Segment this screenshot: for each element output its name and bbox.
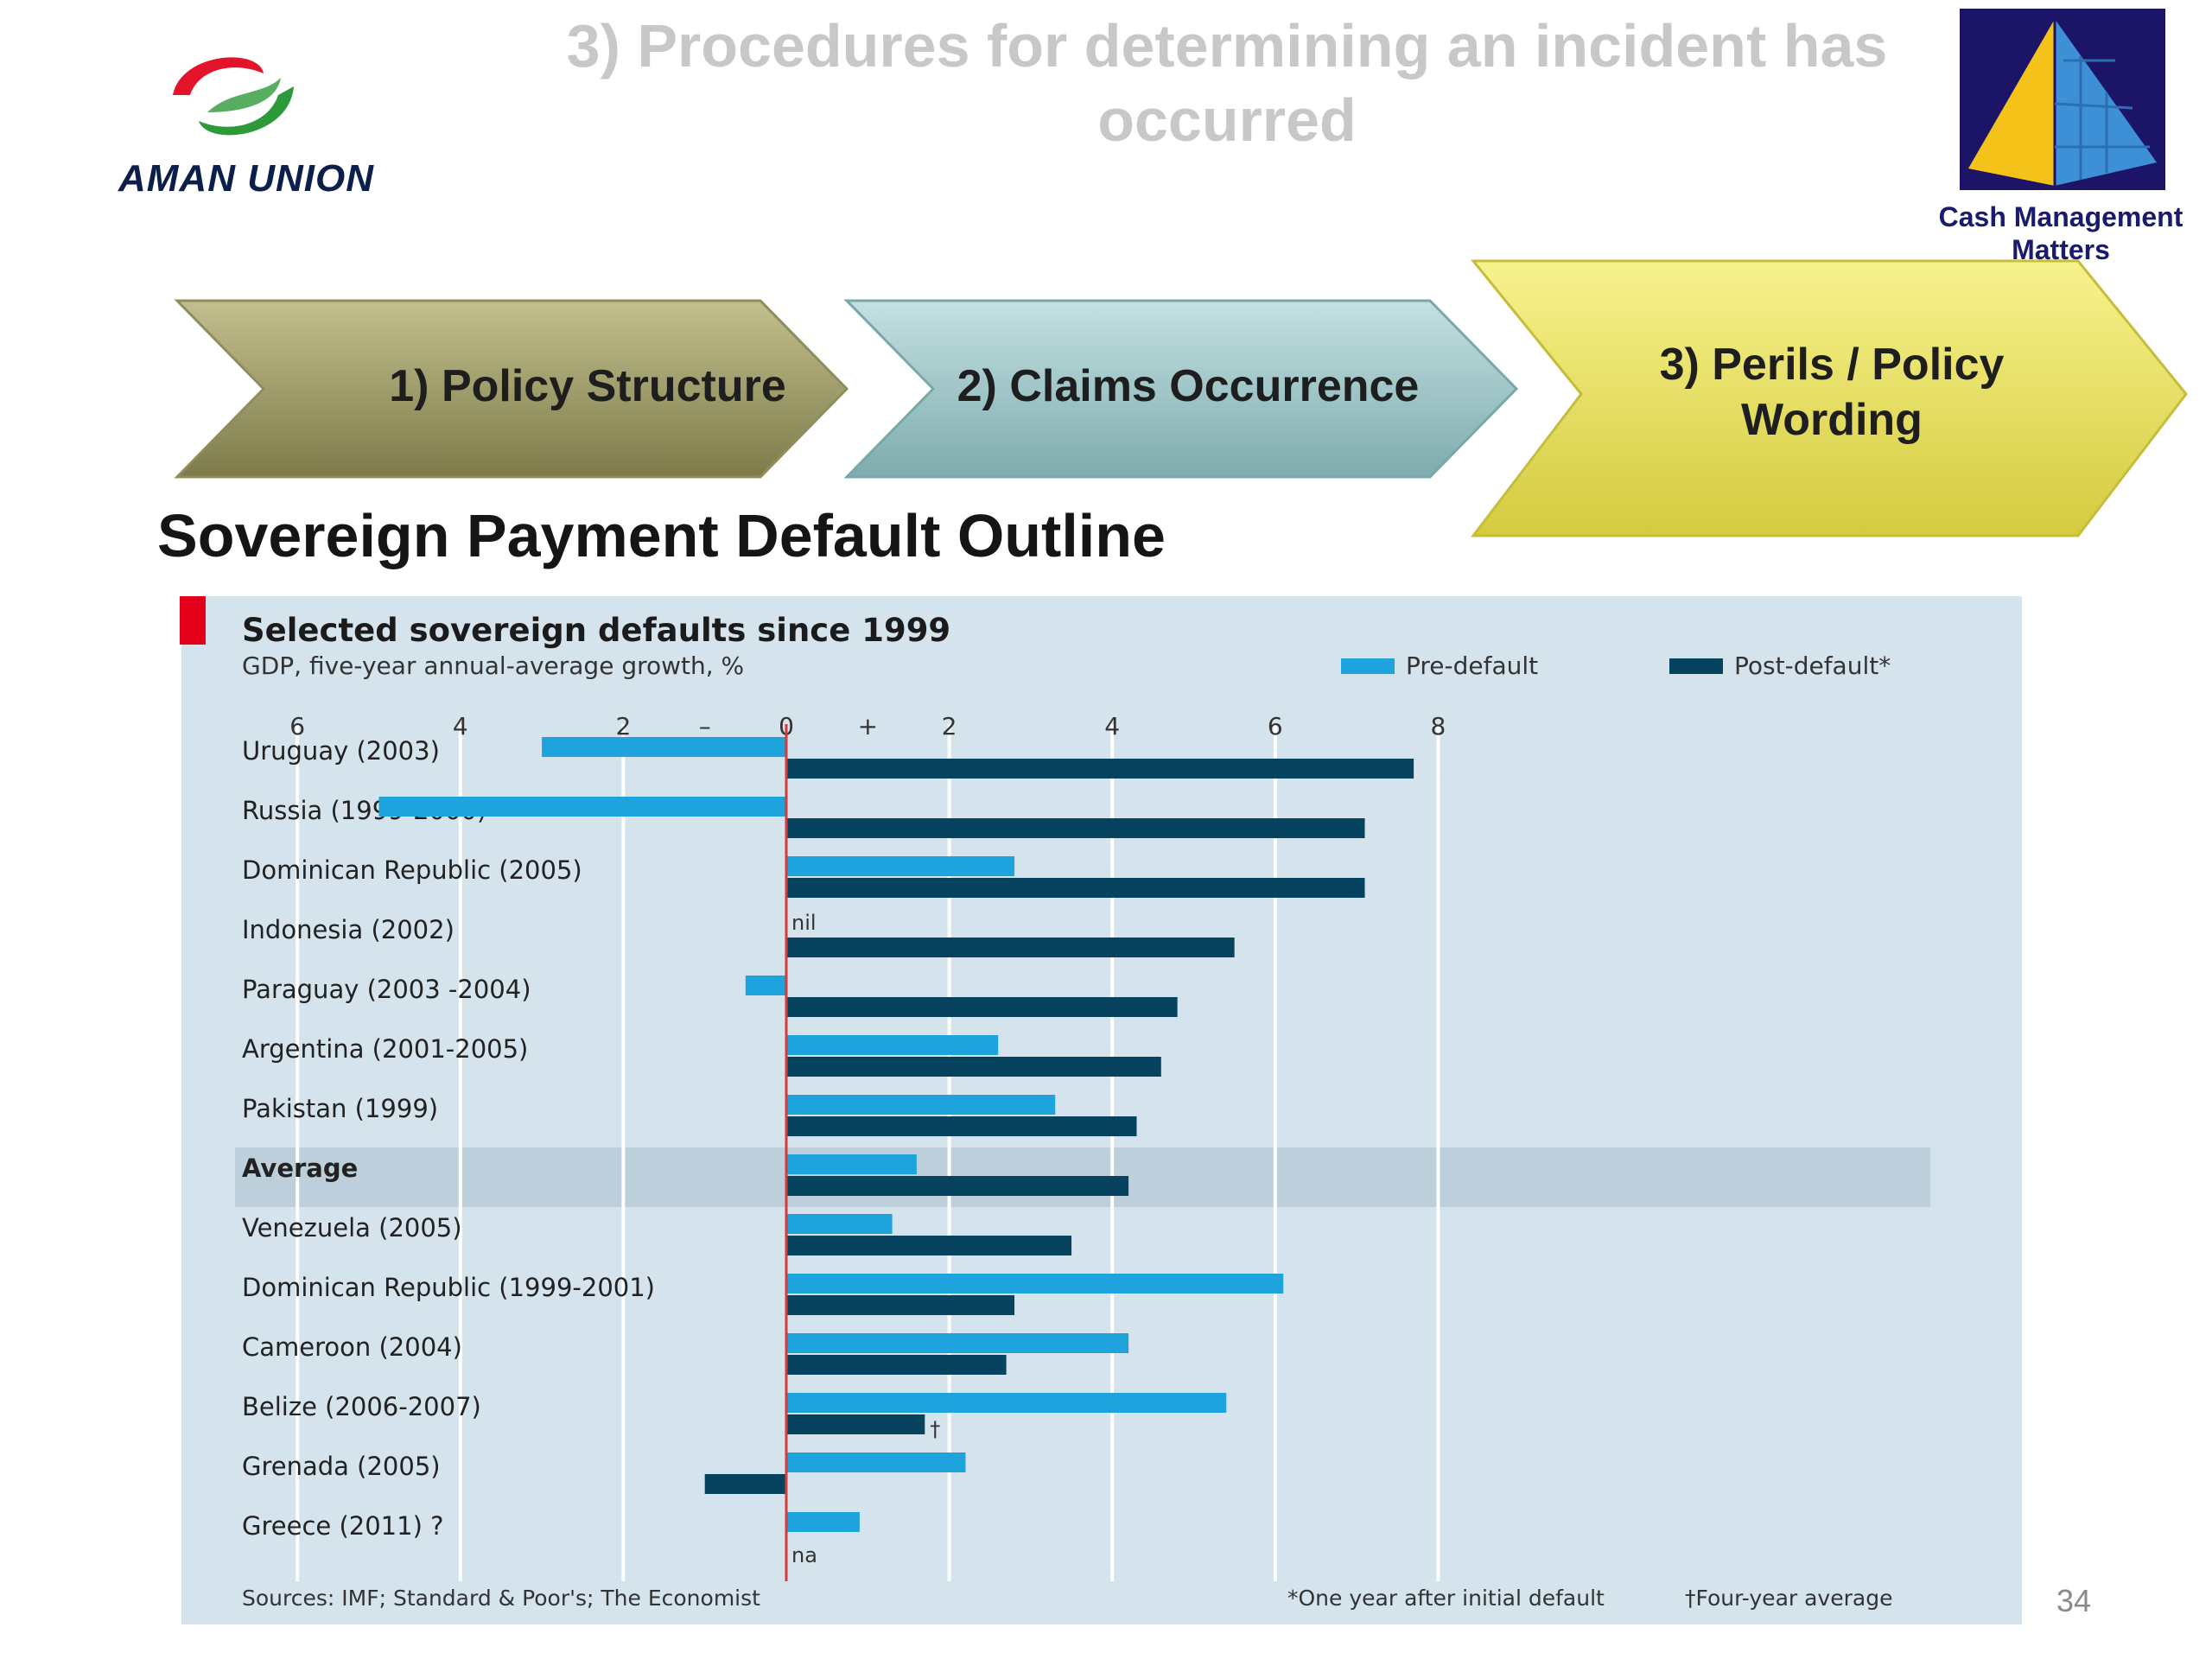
category-label: Dominican Republic (2005): [242, 855, 582, 885]
section-title: Sovereign Payment Default Outline: [157, 502, 1166, 569]
category-label: Belize (2006-2007): [242, 1392, 481, 1421]
sovereign-defaults-chart: Selected sovereign defaults since 1999 GD…: [235, 612, 1930, 1611]
pyramid-icon: [1968, 19, 2157, 186]
category-label: Paraguay (2003 -2004): [242, 975, 531, 1004]
x-tick-label: 4: [453, 712, 468, 741]
x-tick-label: 4: [1104, 712, 1120, 741]
category-label: Average: [242, 1154, 358, 1183]
category-label: Cameroon (2004): [242, 1332, 462, 1362]
chart-source: Sources: IMF; Standard & Poor's; The Eco…: [242, 1586, 760, 1611]
post-default-bar: [786, 1057, 1161, 1077]
bar-annotation: nil: [791, 911, 817, 935]
pre-default-bar: [786, 1512, 860, 1532]
bar-annotation: †: [930, 1417, 940, 1441]
pre-default-bar: [786, 1214, 893, 1234]
category-label: Greece (2011) ?: [242, 1511, 444, 1541]
step-label-1: 1) Policy Structure: [389, 361, 786, 411]
pre-default-bar: [786, 1154, 917, 1174]
category-label: Pakistan (1999): [242, 1094, 438, 1123]
legend-swatch-post-default: [1669, 658, 1723, 674]
post-default-bar: [786, 997, 1178, 1017]
bar-annotation: na: [791, 1543, 817, 1567]
footnote-four-year: †Four-year average: [1685, 1586, 1892, 1611]
legend-label-post-default: Post-default*: [1734, 652, 1891, 680]
pre-default-bar: [786, 1452, 966, 1472]
post-default-bar: [786, 818, 1365, 838]
chart-title: Selected sovereign defaults since 1999: [242, 612, 950, 649]
category-label: Venezuela (2005): [242, 1213, 462, 1243]
x-tick-label: 8: [1430, 712, 1446, 741]
aman-union-logo: AMAN UNION: [78, 43, 415, 207]
pre-default-bar: [378, 797, 786, 817]
post-default-bar: [704, 1474, 786, 1494]
chart-red-tab: [180, 596, 206, 645]
footnote-one-year: *One year after initial default: [1287, 1586, 1605, 1611]
post-default-bar: [786, 1295, 1015, 1315]
aman-union-wordmark: AMAN UNION: [118, 157, 374, 200]
post-default-bar: [786, 1116, 1137, 1136]
pre-default-bar: [786, 1095, 1056, 1115]
category-label: Dominican Republic (1999-2001): [242, 1273, 655, 1302]
pre-default-bar: [786, 856, 1015, 876]
post-default-bar: [786, 1176, 1129, 1196]
legend-swatch-pre-default: [1341, 658, 1395, 674]
x-tick-label: 2: [942, 712, 957, 741]
chart-panel: Selected sovereign defaults since 1999 GD…: [181, 596, 2022, 1624]
pre-default-bar: [542, 737, 786, 757]
x-tick-label: 2: [615, 712, 631, 741]
pre-default-bar: [786, 1274, 1284, 1294]
cash-management-logo: [1960, 9, 2165, 190]
step-label-2: 2) Claims Occurrence: [957, 361, 1420, 411]
category-label: Indonesia (2002): [242, 915, 454, 944]
step-label-3: 3) Perils / Policy Wording: [1659, 340, 2005, 445]
category-label: Argentina (2001-2005): [242, 1034, 528, 1064]
x-tick-label: 6: [289, 712, 305, 741]
step-arrow-claims-occurrence: [843, 299, 1519, 479]
page-number: 34: [2056, 1583, 2092, 1618]
page-title: 3) Procedures for determining an inciden…: [566, 12, 1888, 154]
pre-default-bar: [786, 1393, 1227, 1413]
x-tick-label: +: [858, 712, 878, 741]
post-default-bar: [786, 1236, 1072, 1255]
pre-default-bar: [745, 976, 786, 995]
x-tick-label: 6: [1268, 712, 1283, 741]
process-arrows: [174, 259, 2188, 537]
legend-label-pre-default: Pre-default: [1406, 652, 1538, 680]
post-default-bar: [786, 878, 1365, 898]
post-default-bar: [786, 759, 1414, 779]
step-arrow-policy-structure: [174, 299, 849, 479]
aman-union-emblem-icon: [173, 57, 294, 136]
pre-default-bar: [786, 1333, 1129, 1353]
x-tick-label: –: [699, 712, 711, 741]
step-arrow-perils-policy-wording: [1470, 259, 2188, 537]
post-default-bar: [786, 1355, 1007, 1375]
category-label: Uruguay (2003): [242, 736, 440, 766]
post-default-bar: [786, 1414, 925, 1434]
pre-default-bar: [786, 1035, 999, 1055]
chart-subtitle: GDP, five-year annual-average growth, %: [242, 652, 744, 680]
post-default-bar: [786, 938, 1235, 957]
category-label: Grenada (2005): [242, 1452, 441, 1481]
